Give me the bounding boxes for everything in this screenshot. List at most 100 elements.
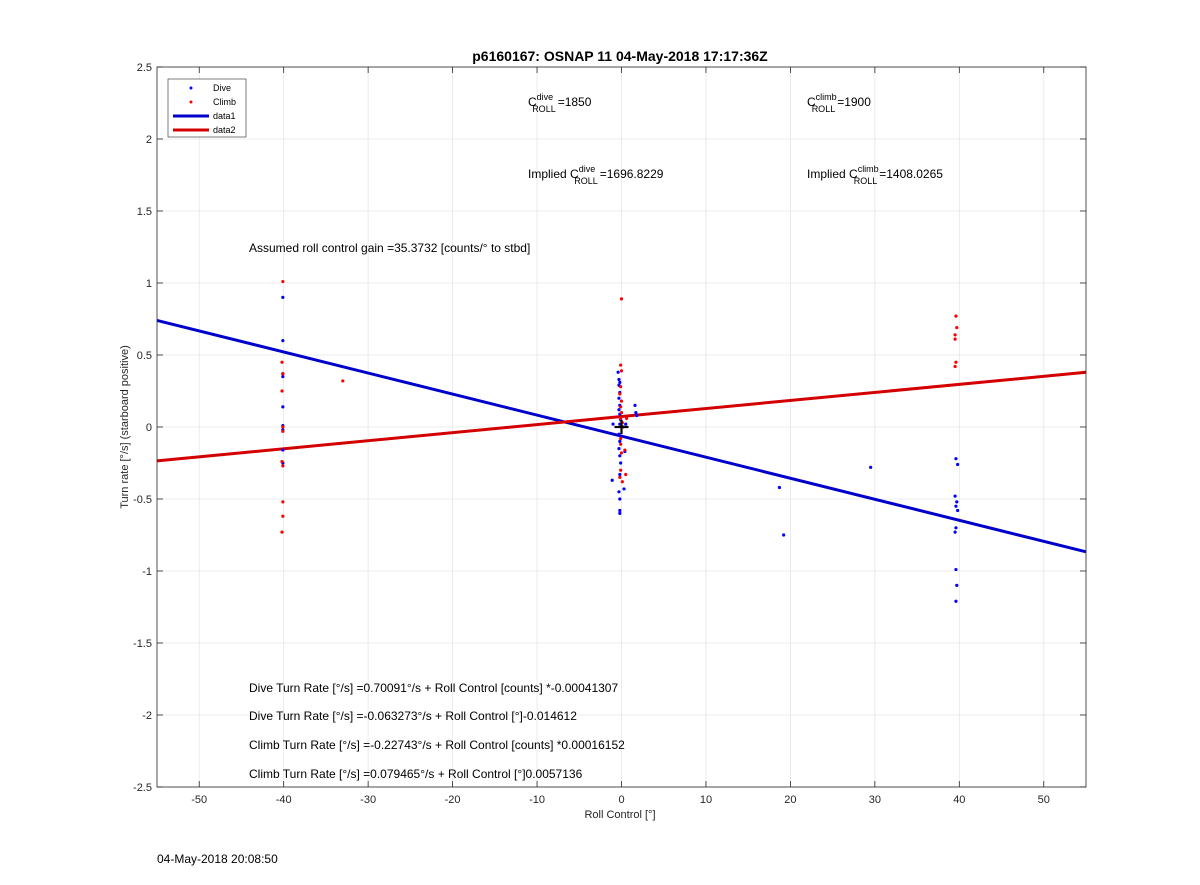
data-point-dive	[618, 508, 622, 513]
x-tick-label: 50	[1038, 794, 1050, 806]
data-point-climb	[280, 459, 284, 464]
data-point-dive	[617, 447, 621, 451]
equation-dive-counts: Dive Turn Rate [°/s] =0.70091°/s + Roll …	[249, 681, 618, 695]
data-point-climb	[619, 442, 623, 446]
data-point-climb	[281, 372, 285, 376]
c-roll-dive-annotation: Cdive ROLL =1850	[528, 92, 592, 114]
data-point-dive	[956, 508, 960, 513]
equation-dive-degrees: Dive Turn Rate [°/s] =-0.063273°/s + Rol…	[249, 709, 577, 723]
implied-c-roll-climb-annotation: Implied Cclimb ROLL =1408.0265	[807, 164, 943, 186]
data-point-climb	[619, 297, 624, 301]
x-tick-label: 20	[784, 794, 796, 806]
legend-climb-marker	[189, 100, 193, 104]
data-point-dive	[617, 377, 621, 382]
data-point-dive	[610, 478, 614, 482]
data-point-climb	[619, 369, 624, 373]
x-tick-label: 30	[869, 794, 881, 806]
y-tick-label: 1	[146, 278, 152, 290]
data-point-dive	[618, 497, 622, 501]
x-tick-label: -50	[191, 794, 207, 806]
data-point-dive	[777, 485, 782, 490]
legend-data1-label: data1	[213, 111, 236, 121]
chart-title: p6160167: OSNAP 11 04-May-2018 17:17:36Z	[472, 48, 768, 64]
data-point-climb	[620, 480, 624, 484]
data-point-climb	[280, 360, 284, 364]
y-tick-label: -1.5	[133, 638, 152, 650]
data-point-climb	[619, 385, 623, 389]
data-point-climb	[619, 405, 623, 409]
series-line-data2	[156, 370, 1087, 463]
tick-marks	[157, 66, 1086, 788]
y-tick-label: -0.5	[133, 494, 152, 506]
data-point-climb	[281, 429, 285, 433]
data-point-dive	[954, 599, 958, 603]
data-point-dive	[281, 295, 285, 299]
data-point-climb	[618, 392, 622, 396]
x-tick-label: -20	[445, 794, 461, 806]
c-roll-climb-annotation: Cclimb ROLL =1900	[807, 92, 871, 114]
data-point-climb	[953, 364, 957, 369]
x-tick-label: 0	[618, 794, 624, 806]
data-point-dive	[281, 375, 285, 379]
data-point-climb	[619, 451, 624, 455]
legend-dive-marker	[189, 86, 193, 90]
equation-climb-degrees: Climb Turn Rate [°/s] =0.079465°/s + Rol…	[249, 767, 583, 781]
data-point-climb	[623, 448, 627, 452]
data-point-dive	[619, 461, 623, 465]
data-point-climb	[281, 514, 285, 518]
y-tick-label: 2.5	[137, 62, 152, 74]
data-point-climb	[280, 389, 284, 393]
data-point-climb	[280, 530, 284, 534]
data-point-climb	[954, 314, 958, 318]
equation-climb-counts: Climb Turn Rate [°/s] =-0.22743°/s + Rol…	[249, 738, 625, 752]
data-point-climb	[953, 337, 957, 341]
data-point-dive	[618, 380, 622, 384]
data-point-dive	[618, 472, 622, 477]
data-point-climb	[619, 399, 624, 403]
data-point-dive	[618, 511, 622, 515]
data-point-dive	[617, 432, 621, 436]
data-point-climb	[955, 326, 959, 330]
y-tick-label: -2	[142, 710, 152, 722]
data-point-dive	[281, 448, 285, 452]
legend-box	[167, 78, 247, 138]
data-point-dive	[633, 403, 637, 407]
data-point-climb	[624, 472, 628, 477]
data-point-climb	[953, 333, 957, 337]
y-axis-label: Turn rate [°/s] (starboard positive)	[119, 345, 131, 509]
data-point-climb	[624, 416, 629, 420]
data-point-dive	[634, 411, 638, 415]
y-tick-label: 0.5	[137, 350, 152, 362]
x-tick-label: 10	[700, 794, 712, 806]
data-point-climb	[619, 363, 623, 367]
data-point-climb	[619, 411, 624, 415]
tick-labels: -50 -40 -30 -20 -10 0 10 20 30 40 50-2.5-2-1.5-1-0…	[133, 62, 1050, 806]
data-point-dive	[953, 494, 957, 498]
data-point-climb	[281, 279, 285, 284]
data-point-dive	[281, 405, 285, 409]
x-tick-label: -40	[276, 794, 292, 806]
data-point-climb	[619, 416, 623, 420]
data-point-dive	[954, 457, 958, 461]
x-tick-label: -30	[360, 794, 376, 806]
data-point-dive	[635, 413, 639, 418]
data-point-climb	[954, 360, 958, 364]
data-point-dive	[782, 533, 786, 537]
data-point-dive	[869, 465, 873, 469]
data-point-dive	[955, 500, 959, 504]
data-point-dive	[624, 422, 628, 426]
x-tick-label: 40	[953, 794, 965, 806]
legend-dive-label: Dive	[213, 83, 231, 93]
implied-c-roll-dive-annotation: Implied Cdive ROLL =1696.8229	[528, 164, 664, 186]
y-tick-label: 2	[146, 134, 152, 146]
data-point-dive	[611, 422, 615, 426]
y-tick-label: -2.5	[133, 782, 152, 794]
data-point-climb	[281, 500, 285, 504]
data-point-dive	[617, 408, 621, 412]
data-point-dive	[953, 530, 957, 534]
data-point-dive	[954, 526, 958, 530]
y-tick-label: 1.5	[137, 206, 152, 218]
data-point-climb	[619, 436, 623, 441]
legend-climb-label: Climb	[213, 97, 236, 107]
